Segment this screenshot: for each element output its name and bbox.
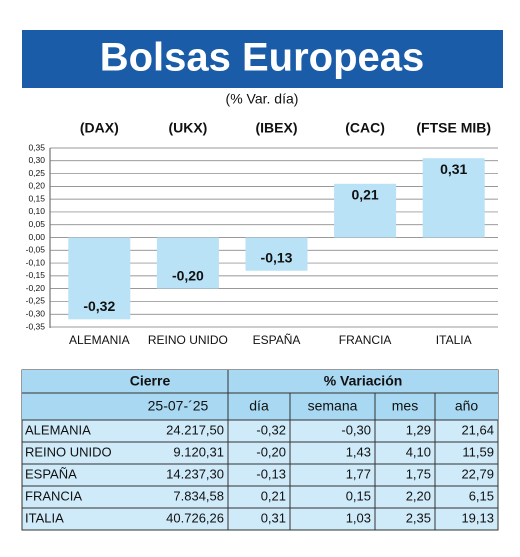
table	[21, 369, 499, 531]
table-subheader: día	[249, 398, 269, 414]
bar	[245, 237, 308, 271]
table-cell: 4,10	[406, 444, 431, 459]
y-tick-label: -0,05	[26, 245, 46, 255]
y-tick-label: 0,05	[28, 219, 45, 229]
table-cell: ALEMANIA	[25, 422, 91, 437]
y-tick-label: -0,20	[26, 283, 46, 293]
bar	[422, 158, 485, 238]
table-cell: 0,21	[261, 488, 286, 503]
x-tick-label: ITALIA	[436, 333, 472, 347]
y-tick-label: -0,30	[26, 308, 46, 318]
bar-value-label: 0,21	[351, 187, 378, 203]
bar-value-label: -0,13	[261, 249, 293, 265]
table-cell: 1,29	[406, 422, 431, 437]
bar-value-label: 0,31	[440, 161, 467, 177]
chart-subtitle: (% Var. día)	[226, 91, 299, 107]
table-subheader: mes	[392, 398, 418, 414]
table-subheader: semana	[308, 398, 358, 414]
y-tick-label: 0,25	[28, 168, 45, 178]
table-cell: 6,15	[469, 488, 494, 503]
y-tick-label: 0,00	[28, 232, 45, 242]
x-tick-label: ESPAÑA	[253, 333, 301, 347]
table-cell: ITALIA	[25, 510, 64, 525]
y-tick-label: -0,15	[26, 270, 46, 280]
x-tick-label: REINO UNIDO	[148, 333, 228, 347]
table-cell: 22,79	[461, 466, 494, 481]
table-cell: 7.834,58	[173, 488, 224, 503]
table-cell: -0,20	[256, 444, 286, 459]
y-tick-label: -0,10	[26, 257, 46, 267]
ticker-label: (UKX)	[168, 120, 207, 136]
table-header: % Variación	[324, 373, 403, 389]
y-tick-label: 0,20	[28, 181, 45, 191]
table-header: Cierre	[130, 373, 171, 389]
table-cell: 14.237,30	[166, 466, 224, 481]
table-cell: 1,03	[346, 510, 371, 525]
y-tick-label: -0,35	[26, 321, 46, 331]
table-cell: 19,13	[461, 510, 494, 525]
ticker-label: (FTSE MIB)	[416, 120, 491, 136]
table-cell: 0,31	[261, 510, 286, 525]
table-subheader: 25-07-´25	[148, 398, 209, 414]
table-cell: 0,15	[346, 488, 371, 503]
table-cell: -0,32	[256, 422, 286, 437]
table-cell: 24.217,50	[166, 422, 224, 437]
table-header-background	[22, 370, 498, 420]
table-cell: -0,30	[341, 422, 371, 437]
table-cell: 11,59	[462, 444, 494, 459]
table-cell: 21,64	[461, 422, 494, 437]
table-cell: 2,20	[406, 488, 431, 503]
x-tick-label: ALEMANIA	[69, 333, 130, 347]
bar-value-label: -0,20	[172, 267, 204, 283]
bar	[156, 237, 219, 289]
table-cell: 1,77	[346, 466, 371, 481]
table-cell: 1,43	[346, 444, 371, 459]
table-cell: ESPAÑA	[25, 466, 77, 481]
bar-value-label: -0,32	[83, 298, 115, 314]
y-tick-label: 0,15	[28, 193, 45, 203]
table-subheader: año	[455, 398, 479, 414]
ticker-label: (CAC)	[345, 120, 385, 136]
table-cell: 1,75	[406, 466, 431, 481]
y-tick-label: 0,30	[28, 155, 45, 165]
table-cell: 2,35	[406, 510, 431, 525]
table-cell: -0,13	[256, 466, 286, 481]
y-tick-label: -0,25	[26, 296, 46, 306]
y-tick-label: 0,10	[28, 206, 45, 216]
table-cell: REINO UNIDO	[25, 444, 112, 459]
table-cell: 40.726,26	[166, 510, 224, 525]
bar	[68, 237, 131, 320]
table-cell: FRANCIA	[25, 488, 82, 503]
ticker-label: (DAX)	[80, 120, 119, 136]
table-cell: 9.120,31	[173, 444, 224, 459]
bar	[334, 183, 397, 238]
chart-title: Bolsas Europeas	[100, 36, 425, 80]
ticker-label: (IBEX)	[256, 120, 298, 136]
y-tick-label: 0,35	[28, 142, 45, 152]
title-banner	[22, 30, 503, 88]
x-tick-label: FRANCIA	[339, 333, 392, 347]
